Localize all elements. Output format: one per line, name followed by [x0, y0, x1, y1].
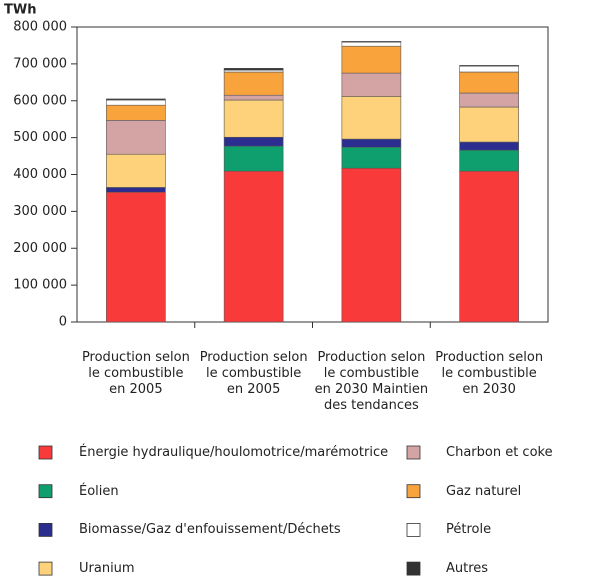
bar-segment: [341, 41, 402, 43]
x-tick-label: Production selon le combustible en 2005: [81, 350, 190, 397]
bar-segment: [459, 170, 519, 323]
bar-segment: [459, 65, 519, 67]
legend-label: Pétrole: [446, 522, 492, 538]
bar-segment: [106, 191, 166, 323]
legend-label: Éolien: [79, 483, 119, 499]
legend-label: Énergie hydraulique/houlomotrice/marémot…: [79, 445, 389, 460]
bar-segment: [341, 72, 402, 97]
legend-swatch: [38, 523, 53, 537]
bar-segment: [223, 99, 284, 138]
legend-label: Biomasse/Gaz d'enfouissement/Déchets: [79, 522, 341, 538]
bar-segment: [459, 65, 519, 73]
bar-segment: [459, 71, 519, 94]
bar-segment: [341, 45, 402, 74]
bar-segment: [106, 187, 166, 193]
legend-swatch: [406, 561, 421, 576]
legend-label: Charbon et coke: [446, 445, 553, 460]
bar-segment: [223, 94, 284, 101]
legend-swatch: [406, 445, 421, 460]
legend-swatch: [406, 484, 421, 499]
bar-segment: [223, 71, 284, 96]
bar-segment: [223, 68, 284, 71]
y-tick-label: 500 000: [13, 130, 67, 145]
y-tick-label: 200 000: [13, 241, 67, 256]
y-tick-label: 300 000: [13, 204, 67, 219]
y-tick-label: 600 000: [13, 93, 67, 108]
bar-segment: [106, 153, 166, 188]
y-tick-label: 400 000: [13, 167, 67, 182]
bar-segment: [459, 149, 519, 172]
bar-segment: [106, 98, 166, 101]
legend-swatch: [38, 445, 53, 460]
x-tick-label: Production selon le combustible en 2005: [199, 350, 308, 397]
legend-label: Gaz naturel: [446, 483, 522, 499]
legend-swatch: [38, 484, 53, 499]
bar-segment: [341, 96, 402, 140]
y-axis-label: TWh: [4, 3, 36, 18]
bar-segment: [106, 119, 166, 155]
bar-segment: [459, 106, 519, 143]
x-tick-label: Production selon le combustible en 2030: [435, 350, 544, 397]
bar-segment: [459, 92, 519, 108]
y-tick-label: 100 000: [13, 278, 67, 293]
y-tick-label: 800 000: [13, 20, 67, 35]
bar-segment: [106, 99, 166, 106]
y-tick-label: 0: [59, 315, 67, 330]
bar-segment: [341, 138, 402, 148]
bar-segment: [341, 167, 402, 323]
y-tick-label: 700 000: [13, 56, 67, 71]
bar-segment: [459, 141, 519, 151]
legend-label: Uranium: [79, 561, 135, 577]
x-tick-label: Production selon le combustible en 2030 …: [314, 350, 429, 413]
legend-swatch: [38, 561, 53, 576]
bar-segment: [223, 145, 284, 172]
bar-segment: [341, 146, 402, 169]
legend-swatch: [406, 523, 421, 537]
legend-label: Autres: [446, 561, 489, 577]
bar-segment: [106, 104, 166, 121]
bar-segment: [341, 41, 402, 47]
bar-segment: [223, 170, 284, 323]
bar-segment: [223, 136, 284, 147]
